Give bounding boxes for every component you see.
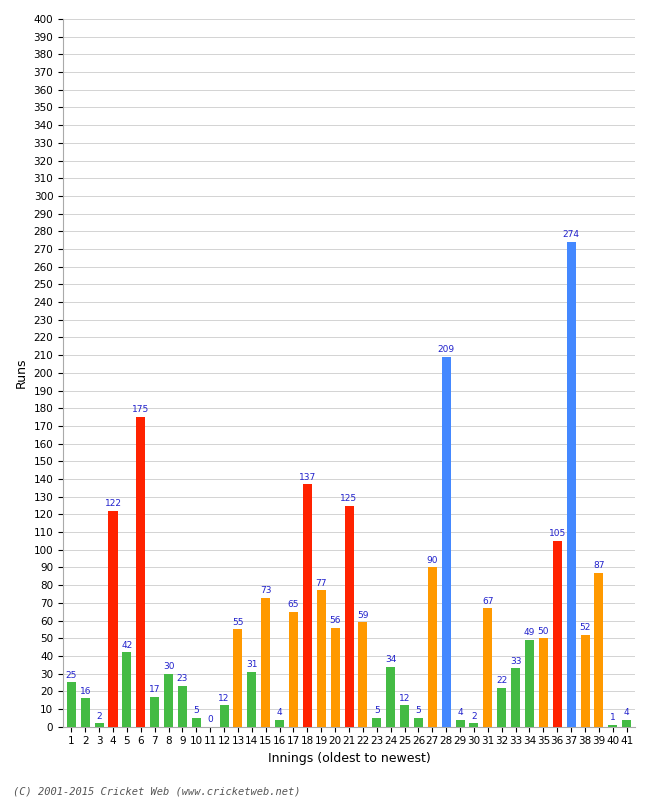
- Text: 2: 2: [96, 711, 102, 721]
- Text: 105: 105: [549, 530, 566, 538]
- Bar: [428, 567, 437, 726]
- Bar: [303, 484, 312, 726]
- Text: 17: 17: [149, 685, 161, 694]
- Bar: [95, 723, 103, 726]
- Bar: [484, 608, 492, 726]
- Bar: [331, 628, 340, 726]
- Bar: [233, 630, 242, 726]
- Bar: [525, 640, 534, 726]
- Text: 33: 33: [510, 657, 521, 666]
- Text: 42: 42: [122, 641, 133, 650]
- Text: 52: 52: [579, 623, 591, 632]
- Text: 25: 25: [66, 671, 77, 680]
- Bar: [67, 682, 76, 726]
- Text: 49: 49: [524, 628, 535, 638]
- Text: 77: 77: [315, 579, 327, 588]
- Bar: [289, 612, 298, 726]
- Bar: [386, 666, 395, 726]
- Text: 30: 30: [162, 662, 174, 671]
- Bar: [497, 688, 506, 726]
- Bar: [594, 573, 603, 726]
- Bar: [261, 598, 270, 726]
- Bar: [317, 590, 326, 726]
- Text: 5: 5: [374, 706, 380, 715]
- Bar: [344, 506, 354, 726]
- Bar: [469, 723, 478, 726]
- Bar: [192, 718, 201, 726]
- Text: 125: 125: [341, 494, 358, 503]
- Bar: [539, 638, 548, 726]
- Text: 1: 1: [610, 714, 616, 722]
- Bar: [122, 653, 131, 726]
- Text: 23: 23: [177, 674, 188, 683]
- Text: 34: 34: [385, 655, 396, 664]
- Text: 16: 16: [79, 686, 91, 696]
- Text: 59: 59: [357, 610, 369, 620]
- Text: 50: 50: [538, 626, 549, 636]
- Text: 122: 122: [105, 499, 122, 508]
- Bar: [220, 706, 229, 726]
- Bar: [109, 511, 118, 726]
- Bar: [136, 417, 146, 726]
- Text: 55: 55: [232, 618, 244, 626]
- Bar: [247, 672, 256, 726]
- Text: (C) 2001-2015 Cricket Web (www.cricketweb.net): (C) 2001-2015 Cricket Web (www.cricketwe…: [13, 786, 300, 796]
- Bar: [372, 718, 382, 726]
- Text: 90: 90: [426, 556, 438, 565]
- Bar: [275, 720, 284, 726]
- Bar: [622, 720, 631, 726]
- Bar: [414, 718, 423, 726]
- Bar: [608, 725, 618, 726]
- Text: 73: 73: [260, 586, 272, 595]
- Bar: [81, 698, 90, 726]
- Text: 175: 175: [132, 406, 150, 414]
- Text: 0: 0: [207, 715, 213, 724]
- Text: 12: 12: [399, 694, 410, 703]
- X-axis label: Innings (oldest to newest): Innings (oldest to newest): [268, 752, 430, 765]
- Bar: [150, 697, 159, 726]
- Bar: [567, 242, 576, 726]
- Text: 4: 4: [277, 708, 282, 717]
- Bar: [442, 357, 450, 726]
- Bar: [178, 686, 187, 726]
- Text: 274: 274: [563, 230, 580, 239]
- Bar: [580, 634, 590, 726]
- Bar: [358, 622, 367, 726]
- Bar: [164, 674, 173, 726]
- Text: 56: 56: [330, 616, 341, 625]
- Y-axis label: Runs: Runs: [15, 358, 28, 388]
- Text: 4: 4: [624, 708, 629, 717]
- Bar: [552, 541, 562, 726]
- Text: 12: 12: [218, 694, 229, 703]
- Bar: [456, 720, 465, 726]
- Text: 5: 5: [194, 706, 199, 715]
- Bar: [400, 706, 409, 726]
- Text: 209: 209: [437, 346, 455, 354]
- Text: 31: 31: [246, 660, 257, 670]
- Bar: [511, 668, 520, 726]
- Text: 65: 65: [288, 600, 299, 609]
- Text: 67: 67: [482, 597, 493, 606]
- Text: 87: 87: [593, 561, 604, 570]
- Text: 137: 137: [299, 473, 316, 482]
- Text: 4: 4: [457, 708, 463, 717]
- Text: 2: 2: [471, 711, 476, 721]
- Text: 22: 22: [496, 676, 508, 685]
- Text: 5: 5: [415, 706, 421, 715]
